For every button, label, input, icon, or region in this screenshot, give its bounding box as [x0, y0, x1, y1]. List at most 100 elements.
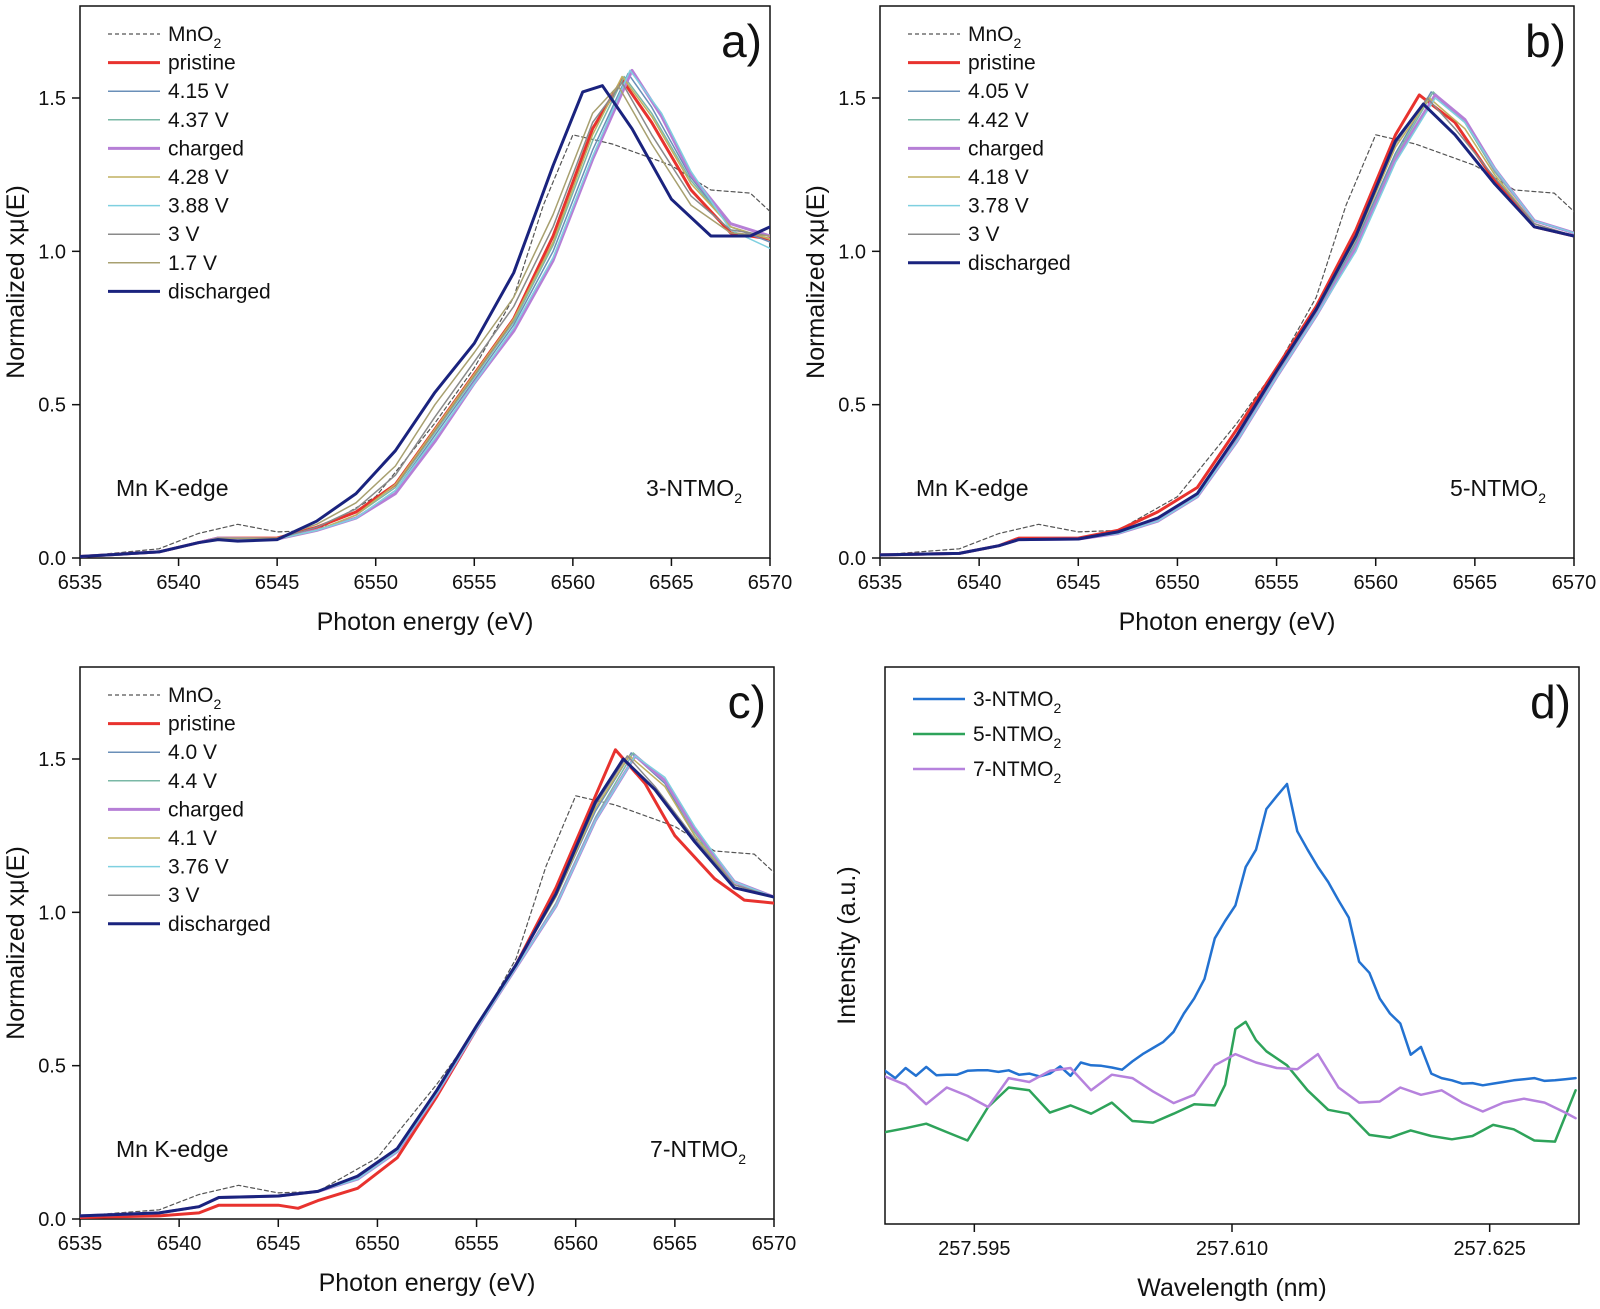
x-tick-label: 6555: [454, 1233, 499, 1255]
legend-entry-text: pristine: [168, 713, 236, 736]
legend-entry: 4.1 V: [168, 827, 217, 850]
y-axis-label: Intensity (a.u.): [833, 866, 861, 1024]
x-tick-label: 6540: [157, 1233, 202, 1255]
legend-entry-text: 1.7 V: [168, 252, 217, 275]
legend-entry-text: MnO: [168, 684, 214, 707]
legend-entry-text: 7-NTMO: [973, 758, 1054, 781]
legend-entry-text: discharged: [968, 252, 1071, 275]
y-tick-label: 1.0: [838, 241, 866, 263]
legend-entry: 3 V: [168, 884, 200, 907]
legend-entry: 3.78 V: [968, 195, 1029, 218]
panel-tag: d): [1530, 676, 1571, 728]
legend-entry-subscript: 2: [1054, 735, 1062, 751]
y-tick-label: 0.0: [838, 548, 866, 570]
legend-entry: charged: [968, 137, 1044, 160]
legend-entry: discharged: [168, 913, 271, 936]
legend-entry-subscript: 2: [1054, 770, 1062, 786]
legend-entry-subscript: 2: [214, 696, 222, 712]
y-tick-label: 1.5: [38, 749, 66, 771]
legend-entry: 3.76 V: [168, 856, 229, 879]
legend-entry-text: discharged: [168, 913, 271, 936]
series-line-discharged: [80, 757, 774, 1218]
legend-entry-subscript: 2: [1014, 35, 1022, 51]
legend-entry-text: pristine: [968, 52, 1036, 75]
x-tick-label: 6555: [452, 572, 497, 594]
x-tick-label: 6570: [752, 1233, 797, 1255]
legend-entry-text: MnO: [968, 23, 1014, 46]
x-tick-label: 6540: [957, 572, 1002, 594]
legend-entry: 4.28 V: [168, 166, 229, 189]
legend-entry: 3 V: [968, 223, 1000, 246]
plot-frame: [884, 666, 1580, 1225]
legend-entry-text: 5-NTMO: [973, 723, 1054, 746]
x-tick-label: 6565: [649, 572, 694, 594]
legend-entry-text: 3-NTMO: [973, 688, 1054, 711]
x-tick-label: 6555: [1254, 572, 1299, 594]
x-tick-label: 6545: [255, 572, 300, 594]
annotation-label-subscript: 2: [734, 490, 742, 506]
y-axis-label: Normalized xμ(E): [802, 185, 830, 379]
annotation-label-subscript: 2: [1538, 490, 1546, 506]
legend-entry-text: 3.78 V: [968, 195, 1029, 218]
x-tick-label: 6535: [58, 1233, 103, 1255]
x-tick-label: 257.625: [1454, 1238, 1526, 1260]
legend-entry: 4.0 V: [168, 741, 217, 764]
plot-frame: [879, 5, 1575, 559]
legend-entry: 4.42 V: [968, 109, 1029, 132]
series-group: [880, 91, 1574, 557]
legend-entry: 5-NTMO2: [973, 723, 1062, 751]
annotation-label: Mn K-edge: [116, 1136, 229, 1162]
legend-entry: discharged: [168, 280, 271, 303]
series-group: [80, 748, 774, 1219]
y-tick-label: 0.0: [38, 1209, 66, 1231]
x-tick-label: 6550: [355, 1233, 400, 1255]
legend-entry-text: 3 V: [968, 223, 1000, 246]
legend-entry-text: 4.05 V: [968, 80, 1029, 103]
legend-entry-text: charged: [168, 798, 244, 821]
legend-entry-text: discharged: [168, 280, 271, 303]
legend-entry-text: 4.1 V: [168, 827, 217, 850]
y-axis-label: Normalized xμ(E): [2, 185, 30, 379]
legend-entry-text: 4.15 V: [168, 80, 229, 103]
legend-entry: 4.05 V: [968, 80, 1029, 103]
panel-tag: c): [728, 676, 766, 728]
legend-entry: 3 V: [168, 223, 200, 246]
legend-entry: 4.18 V: [968, 166, 1029, 189]
series-line-discharged: [880, 102, 1574, 557]
legend-entry-text: charged: [168, 137, 244, 160]
x-axis-label: Photon energy (eV): [1119, 608, 1336, 636]
panel-a: 6535 6540 6545 6550 6555 6560 6565 6570 0.0 0.5 1.…: [2, 5, 792, 636]
legend-entry-text: MnO: [168, 23, 214, 46]
legend-entry: pristine: [968, 52, 1036, 75]
legend-entry-subscript: 2: [1054, 700, 1062, 716]
panel-d: 257.595 257.610 257.625 Wavelength (nm) Inte…: [833, 666, 1580, 1302]
legend-entry: MnO2: [168, 684, 222, 712]
legend-entry-text: 3 V: [168, 223, 200, 246]
legend-entry: 1.7 V: [168, 252, 217, 275]
legend-entry: pristine: [168, 52, 236, 75]
panel-c: 6535 6540 6545 6550 6555 6560 6565 6570 0.0 0.5 1.…: [2, 666, 797, 1297]
legend-entry: charged: [168, 798, 244, 821]
x-tick-label: 6540: [156, 572, 201, 594]
x-tick-label: 6550: [1155, 572, 1200, 594]
legend-entry-text: 4.18 V: [968, 166, 1029, 189]
legend-entry-text: 3.76 V: [168, 856, 229, 879]
panel-b: 6535 6540 6545 6550 6555 6560 6565 6570 0.0 0.5 1.…: [802, 5, 1596, 636]
panel-tag: a): [721, 15, 762, 67]
series-line-5-ntmo2: [885, 1020, 1577, 1143]
annotation-label-text: Mn K-edge: [916, 475, 1029, 501]
x-tick-label: 257.595: [938, 1238, 1010, 1260]
x-tick-label: 6535: [58, 572, 103, 594]
x-tick-label: 6535: [858, 572, 903, 594]
legend-entry: 3-NTMO2: [973, 688, 1062, 716]
y-tick-label: 1.0: [38, 241, 66, 263]
legend-entry: 4.15 V: [168, 80, 229, 103]
legend-entry: 4.4 V: [168, 770, 217, 793]
legend-entry-text: pristine: [168, 52, 236, 75]
legend-entry-text: 4.42 V: [968, 109, 1029, 132]
y-tick-label: 1.0: [38, 902, 66, 924]
annotation-label-text: Mn K-edge: [116, 1136, 229, 1162]
